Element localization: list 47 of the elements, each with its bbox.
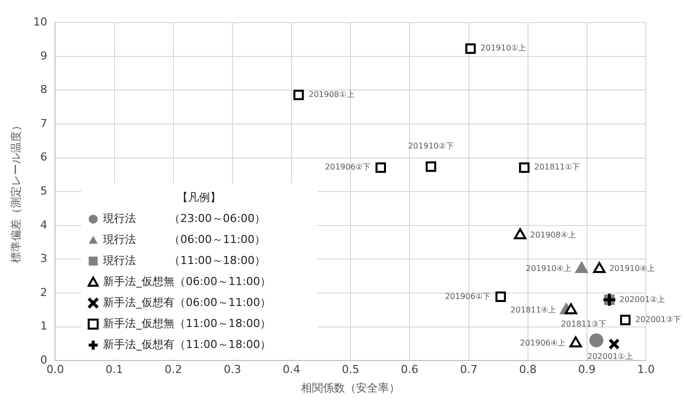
y-tick-label: 8 (40, 83, 48, 96)
annotation: 202001①上 (587, 352, 633, 362)
x-tick-label: 0.5 (342, 363, 360, 376)
x-tick-label: 0.0 (46, 363, 64, 376)
y-tick-label: 2 (40, 286, 48, 299)
annotation: 201811③下 (560, 319, 607, 328)
y-tick-label: 7 (40, 116, 48, 130)
annotation: 201906①下 (444, 292, 491, 301)
legend-title: 【凡例】 (177, 190, 222, 204)
annotation: 201908①上 (308, 90, 354, 100)
y-tick-label: 10 (33, 15, 48, 28)
legend-label: 現行法 （23:00～06:00） (103, 212, 266, 225)
x-tick-label: 0.6 (400, 363, 418, 376)
x-tick-label: 0.2 (164, 363, 182, 376)
legend-label: 新手法_仮想無（11:00～18:00） (103, 316, 272, 330)
annotation: 201910②下 (408, 142, 454, 151)
legend-label: 新手法_仮想無（06:00～11:00） (103, 274, 272, 288)
y-axis-title: 標準偏差（測定レール温度） (9, 120, 22, 264)
y-tick-label: 9 (40, 49, 48, 62)
x-axis-title: 相関係数（安全率） (301, 381, 400, 394)
annotation: 201910④上 (526, 264, 572, 274)
x-tick-label: 0.8 (519, 363, 537, 376)
annotation: 201906②下 (325, 162, 371, 172)
y-tick-label: 5 (40, 184, 48, 198)
legend-label: 現行法 （06:00～11:00） (103, 232, 266, 246)
legend-label: 新手法_仮想有（06:00～11:00） (103, 296, 272, 309)
annotation: 201908④上 (530, 230, 576, 240)
y-tick-label: 0 (40, 353, 48, 366)
annotation: 202001②上 (619, 294, 666, 304)
y-tick-label: 4 (40, 218, 48, 232)
annotation: 201910④上 (609, 264, 656, 274)
x-tick-label: 0.4 (282, 363, 300, 376)
annotation: 201811④上 (510, 305, 556, 314)
x-tick-label: 0.1 (106, 363, 124, 376)
x-tick-label: 0.9 (578, 363, 596, 376)
y-tick-label: 3 (40, 252, 48, 266)
annotation: 201811①下 (534, 162, 580, 172)
x-tick-label: 0.7 (460, 363, 478, 376)
legend-label: 現行法 （11:00～18:00） (103, 254, 266, 267)
annotation: 202001③下 (635, 315, 682, 324)
annotation: 201906④上 (520, 338, 566, 348)
y-tick-label: 1 (40, 320, 48, 333)
x-tick-label: 1.0 (637, 363, 655, 376)
annotation: 201910①上 (480, 44, 526, 53)
y-tick-label: 6 (40, 150, 48, 164)
legend-label: 新手法_仮想有（11:00～18:00） (103, 338, 272, 351)
x-tick-label: 0.3 (224, 363, 242, 376)
